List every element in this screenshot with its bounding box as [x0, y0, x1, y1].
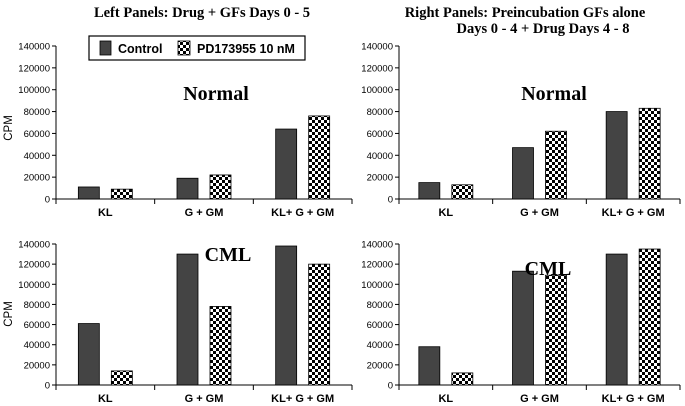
y-tick-label: 80000: [367, 300, 393, 311]
bar-control-0: [77, 323, 100, 386]
y-tick-label: 60000: [367, 129, 393, 140]
x-category-label: G + GM: [185, 393, 224, 405]
bar-drug-2: [638, 248, 661, 386]
y-tick-label: 120000: [361, 260, 393, 271]
y-tick-label: 120000: [18, 63, 50, 74]
bar-control-2: [605, 253, 628, 386]
bar-control-1: [176, 253, 199, 386]
bar-drug-2: [638, 107, 661, 200]
bar-control-1: [512, 270, 534, 386]
bar-drug-1: [209, 174, 232, 200]
y-tick-label: 120000: [361, 63, 393, 74]
y-tick-label: 100000: [18, 85, 50, 96]
x-category-label: KL: [98, 393, 113, 405]
bar-drug-2: [308, 115, 331, 200]
y-tick-label: 140000: [361, 240, 393, 251]
legend: Control PD173955 10 nM: [88, 35, 306, 61]
bar-control-1: [512, 147, 534, 200]
x-category-label: KL+ G + GM: [271, 207, 334, 219]
bar-drug-1: [545, 130, 567, 200]
y-tick-label: 100000: [18, 280, 50, 291]
bar-control-2: [605, 111, 628, 200]
bar-control-0: [418, 182, 441, 200]
bar-control-0: [77, 186, 100, 200]
y-tick-label: 60000: [24, 320, 50, 331]
bar-drug-1: [545, 274, 567, 386]
bar-control-2: [275, 128, 298, 200]
y-tick-label: 40000: [24, 151, 50, 162]
legend-control-swatch: [99, 40, 112, 56]
x-category-label: KL: [438, 207, 453, 219]
y-tick-label: 0: [45, 195, 50, 206]
y-tick-label: 100000: [361, 280, 393, 291]
y-tick-label: 40000: [367, 340, 393, 351]
bar-drug-2: [308, 263, 331, 386]
y-tick-label: 120000: [18, 260, 50, 271]
y-tick-label: 0: [45, 381, 50, 392]
y-tick-label: 20000: [24, 360, 50, 371]
y-tick-label: 100000: [361, 85, 393, 96]
bar-control-1: [176, 177, 199, 200]
panel-bottom-left: 0 20000 40000 60000 80000 100000 120000 140000 K…: [3, 240, 353, 405]
y-tick-label: 60000: [24, 129, 50, 140]
panel-top-left: 0 20000 40000 60000 80000 100000 120000 140000 K…: [3, 42, 353, 219]
panel-top-right: 0 20000 40000 60000 80000 100000 120000 140000 K…: [361, 42, 681, 219]
x-category-label: G + GM: [520, 207, 559, 219]
bar-control-2: [275, 245, 298, 386]
y-tick-label: 60000: [367, 320, 393, 331]
y-tick-label: 0: [388, 195, 393, 206]
legend-drug-label: PD173955 10 nM: [197, 42, 295, 56]
y-axis-label: CPM: [3, 301, 15, 327]
x-category-label: KL+ G + GM: [602, 393, 665, 405]
y-tick-label: 140000: [361, 42, 393, 53]
x-category-label: G + GM: [185, 207, 224, 219]
x-category-label: KL+ G + GM: [602, 207, 665, 219]
panel-title: Normal: [521, 83, 587, 105]
bar-drug-0: [451, 184, 474, 200]
legend-drug-swatch: [177, 40, 191, 56]
legend-box: [88, 35, 306, 61]
y-tick-label: 20000: [367, 360, 393, 371]
x-category-label: KL: [438, 393, 453, 405]
y-tick-label: 40000: [367, 151, 393, 162]
legend-control-label: Control: [118, 42, 162, 56]
panel-title: Normal: [183, 83, 249, 105]
bar-drug-1: [209, 306, 232, 386]
panel-bottom-right: 0 20000 40000 60000 80000 100000 120000 140000 K…: [361, 240, 681, 405]
left-panels-heading: Left Panels: Drug + GFs Days 0 - 5: [94, 5, 310, 21]
y-tick-label: 140000: [18, 240, 50, 251]
y-tick-label: 20000: [367, 173, 393, 184]
x-category-label: KL: [98, 207, 113, 219]
panel-title: CML: [205, 244, 252, 266]
y-tick-label: 80000: [24, 300, 50, 311]
right-panels-heading-line2: Days 0 - 4 + Drug Days 4 - 8: [457, 21, 630, 37]
y-axis-label: CPM: [3, 115, 15, 141]
x-category-label: KL+ G + GM: [271, 393, 334, 405]
y-tick-label: 140000: [18, 42, 50, 53]
right-panels-heading-line1: Right Panels: Preincubation GFs alone: [405, 5, 646, 21]
x-category-label: G + GM: [520, 393, 559, 405]
bar-control-0: [418, 346, 441, 386]
y-tick-label: 80000: [367, 107, 393, 118]
bar-drug-0: [451, 372, 474, 386]
bar-drug-0: [110, 188, 133, 200]
y-tick-label: 80000: [24, 107, 50, 118]
y-tick-label: 20000: [24, 173, 50, 184]
panel-title: CML: [525, 258, 572, 280]
y-tick-label: 40000: [24, 340, 50, 351]
y-tick-label: 0: [388, 381, 393, 392]
bar-drug-0: [110, 370, 133, 386]
